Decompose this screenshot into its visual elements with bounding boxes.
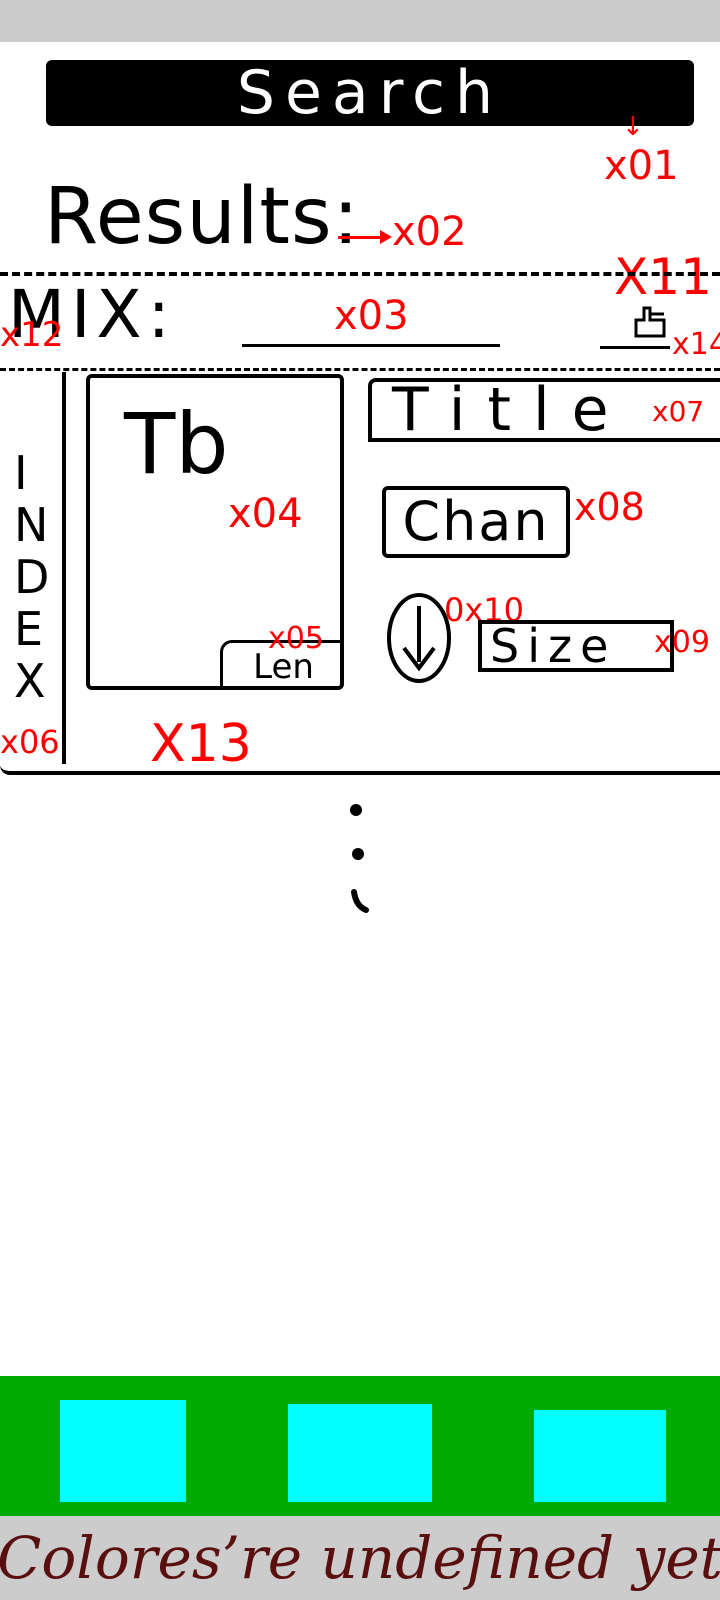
result-title[interactable]: Title (368, 378, 720, 442)
annotation-arrow-x02 (338, 230, 392, 244)
hand-pointer-icon[interactable] (630, 302, 670, 342)
more-results-ellipsis (340, 800, 370, 920)
annotation-x11: X11 (614, 248, 712, 306)
index-letter-n: N (14, 498, 49, 552)
result-item[interactable] (0, 368, 720, 775)
length-badge: Len (220, 640, 344, 690)
mix-label: MIX: (8, 276, 176, 353)
result-thumbnail[interactable]: Tb Len (86, 374, 344, 690)
length-label: Len (253, 646, 314, 687)
footer-note: Colores’re undefined yet (0, 1524, 720, 1592)
annotation-x14: x14 (672, 327, 720, 362)
annotation-x04: x04 (228, 491, 303, 537)
annotation-x01: x01 (604, 143, 679, 189)
results-label: Results: (44, 172, 360, 262)
index-letter-d: D (14, 550, 50, 604)
mix-row-top-divider (0, 272, 720, 276)
annotation-x12: x12 (0, 315, 64, 355)
channel-label: Chan (402, 490, 550, 553)
annotation-x06: x06 (0, 723, 60, 761)
mix-value-underline (242, 344, 500, 347)
nav-button-1[interactable] (60, 1400, 186, 1502)
top-status-bar (0, 0, 720, 42)
nav-button-2[interactable] (288, 1404, 432, 1502)
search-bar[interactable]: Search (46, 60, 694, 126)
result-channel[interactable]: Chan (382, 486, 570, 558)
annotation-x05: x05 (268, 621, 324, 656)
bottom-nav-bar (0, 1376, 720, 1516)
footer-bar: Colores’re undefined yet (0, 1516, 720, 1600)
nav-button-3[interactable] (534, 1410, 666, 1502)
annotation-x07: x07 (652, 395, 705, 428)
annotation-x03: x03 (334, 293, 409, 339)
index-letter-e: E (14, 602, 44, 656)
annotation-x09: x09 (654, 625, 710, 660)
download-arrow-icon[interactable] (386, 592, 452, 684)
index-sidebar[interactable]: I N D E X (4, 372, 66, 764)
size-label: Size (490, 619, 617, 673)
index-letter-i: I (14, 446, 28, 500)
hand-icon-underline (600, 346, 670, 349)
search-label: Search (236, 58, 504, 128)
result-size: Size (478, 620, 674, 672)
annotation-arrow-x01: ↓ (622, 112, 644, 142)
title-label: Title (392, 375, 631, 445)
annotation-x13: X13 (150, 714, 252, 774)
index-letter-x: X (14, 654, 46, 708)
thumbnail-label: Tb (124, 395, 229, 493)
annotation-x02: x02 (392, 209, 467, 255)
annotation-x08: x08 (574, 485, 645, 529)
